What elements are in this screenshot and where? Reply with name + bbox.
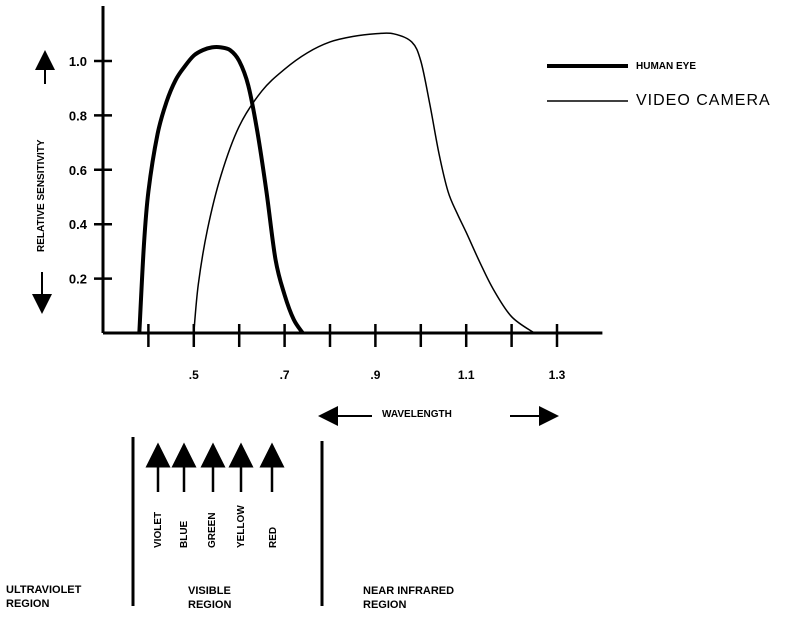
y-tick-label: 0.2 xyxy=(69,272,87,287)
region-visible-line1: VISIBLE xyxy=(188,585,231,597)
legend-video-camera-label: VIDEO CAMERA xyxy=(636,92,771,109)
color-label-green: GREEN xyxy=(207,512,218,548)
x-tick-label: .7 xyxy=(280,368,290,382)
color-label-blue: BLUE xyxy=(179,520,190,548)
legend-human-eye-label: HUMAN EYE xyxy=(636,61,697,72)
x-tick-label: .5 xyxy=(189,368,199,382)
y-tick-label: 1.0 xyxy=(69,54,87,69)
x-tick-label: 1.3 xyxy=(549,368,566,382)
annotations xyxy=(131,406,559,606)
series-line-human-eye xyxy=(137,45,305,335)
color-label-red: RED xyxy=(268,526,279,548)
x-tick-label: 1.1 xyxy=(458,368,475,382)
region-near-infrared: NEAR INFRARED REGION xyxy=(363,584,454,612)
y-tick-label: 0.8 xyxy=(69,108,87,123)
x-axis-label: WAVELENGTH xyxy=(382,409,452,420)
series-layer xyxy=(137,32,535,335)
color-label-violet: VIOLET xyxy=(153,511,164,548)
y-axis-label: RELATIVE SENSITIVITY xyxy=(36,139,47,252)
region-near-infrared-line1: NEAR INFRARED xyxy=(363,585,455,597)
region-ultraviolet-line1: ULTRAVIOLET xyxy=(6,584,82,596)
y-tick-label: 0.4 xyxy=(69,217,88,232)
legend xyxy=(547,64,628,102)
color-label-yellow: YELLOW xyxy=(236,505,247,548)
region-visible-line2: REGION xyxy=(188,599,232,611)
axes xyxy=(32,6,603,335)
region-near-infrared-line2: REGION xyxy=(363,599,407,611)
region-ultraviolet-line2: REGION xyxy=(6,598,50,610)
region-visible: VISIBLE REGION xyxy=(188,584,231,612)
y-tick-label: 0.6 xyxy=(69,163,87,178)
x-tick-label: .9 xyxy=(370,368,380,382)
series-line-video-camera xyxy=(193,32,535,334)
region-ultraviolet: ULTRAVIOLET REGION xyxy=(6,583,81,611)
